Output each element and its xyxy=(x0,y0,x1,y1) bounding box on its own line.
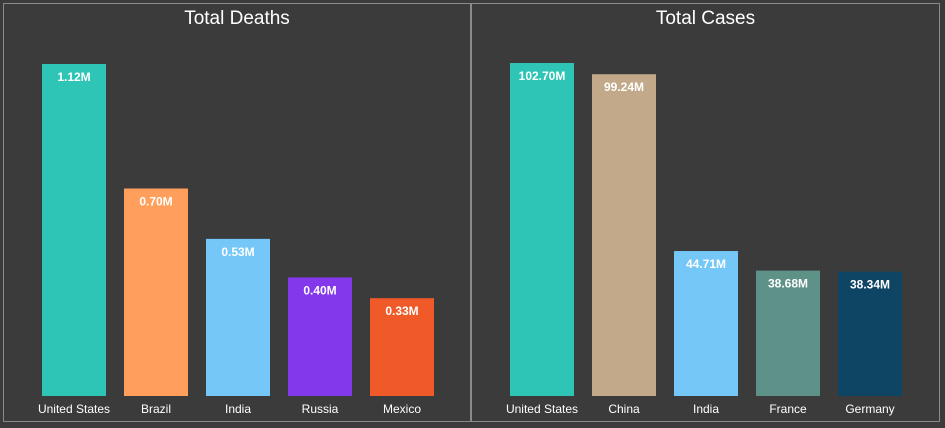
x-tick-label: India xyxy=(693,402,719,416)
deaths-chart-panel: Total Deaths 1.12M United States 0.70M Braz… xyxy=(3,3,471,422)
data-label: 38.34M xyxy=(850,278,890,292)
data-label: 44.71M xyxy=(686,257,726,271)
x-tick-label: China xyxy=(608,402,640,416)
x-tick-label: United States xyxy=(38,402,110,416)
bar-united-states xyxy=(510,63,574,396)
data-label: 0.53M xyxy=(221,245,254,259)
data-label: 102.70M xyxy=(519,69,566,83)
x-tick-label: Mexico xyxy=(383,402,421,416)
bar-brazil xyxy=(124,188,188,396)
x-tick-label: Germany xyxy=(845,402,894,416)
x-tick-label: United States xyxy=(506,402,578,416)
bar-china xyxy=(592,74,656,397)
bar-india xyxy=(674,251,738,396)
bar-united-states xyxy=(42,64,106,396)
cases-chart-panel: Total Cases 102.70M United States 99.24M Ch… xyxy=(471,3,940,422)
x-tick-label: Brazil xyxy=(141,402,171,416)
bar-india xyxy=(206,238,270,396)
data-label: 0.40M xyxy=(303,283,336,297)
data-label: 99.24M xyxy=(604,80,644,94)
x-tick-label: France xyxy=(769,402,807,416)
deaths-bar-chart: 1.12M United States 0.70M Brazil 0.53M India 0… xyxy=(38,64,434,416)
data-label: 0.33M xyxy=(385,304,418,318)
bar-mexico xyxy=(370,298,434,396)
x-tick-label: Russia xyxy=(302,402,339,416)
bar-germany xyxy=(838,271,902,396)
data-label: 0.70M xyxy=(139,195,172,209)
data-label: 1.12M xyxy=(57,70,90,84)
cases-bar-chart: 102.70M United States 99.24M China 44.71M Ind… xyxy=(506,63,902,416)
bar-france xyxy=(756,270,820,396)
x-tick-label: India xyxy=(225,402,251,416)
bar-russia xyxy=(288,277,352,396)
chart-title: Total Cases xyxy=(655,8,756,29)
data-label: 38.68M xyxy=(768,277,808,291)
chart-title: Total Deaths xyxy=(184,8,290,29)
